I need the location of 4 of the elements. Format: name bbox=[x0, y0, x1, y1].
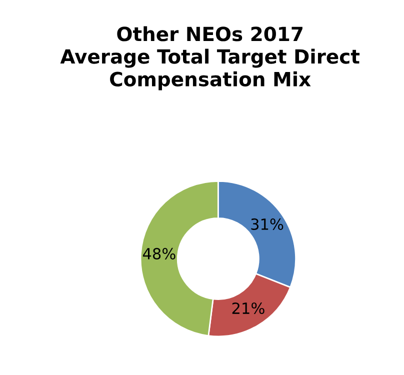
data-label: 31% bbox=[251, 218, 284, 230]
chart-title: Other NEOs 2017 Average Total Target Direct Compensation Mix bbox=[60, 26, 360, 90]
data-label: 21% bbox=[232, 302, 264, 314]
data-label: 48% bbox=[142, 248, 176, 260]
